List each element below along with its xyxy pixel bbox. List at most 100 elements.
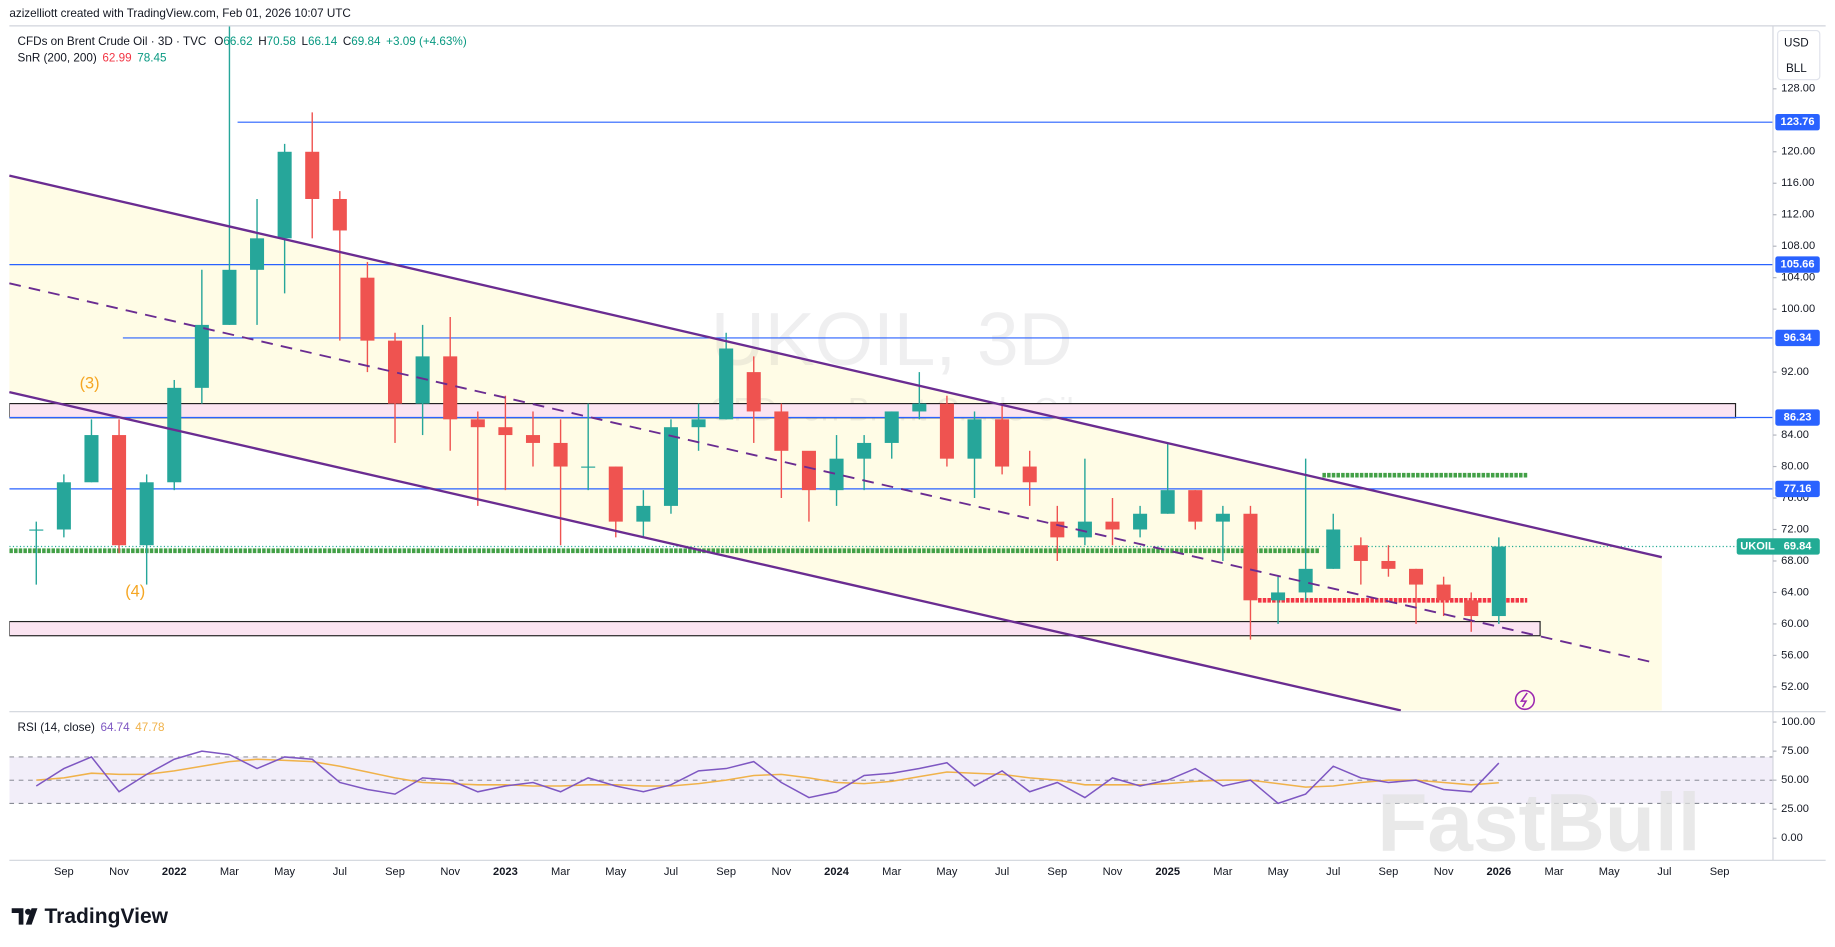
x-tick-label: May [274, 866, 295, 878]
y-tick-label: 108.00 [1781, 240, 1815, 252]
y-tick-label: 68.00 [1781, 555, 1809, 567]
candle-body [912, 403, 927, 412]
level-label: 86.23 [1784, 411, 1812, 423]
currency[interactable]: USD [1784, 37, 1809, 50]
ohlc-label: O [214, 35, 223, 48]
y-tick-label: 128.00 [1781, 83, 1815, 95]
candle-body [1298, 568, 1313, 593]
symbol: CFDs on Brent Crude Oil · 3D · TVC [18, 35, 207, 48]
x-tick-label: Sep [54, 866, 74, 878]
y-tick-label: 84.00 [1781, 429, 1809, 441]
rsi-name: RSI (14, close) [18, 721, 95, 734]
candle-body [84, 435, 99, 483]
y-tick-label: 120.00 [1781, 146, 1815, 158]
candle-body [581, 466, 596, 468]
x-tick-label: Nov [1103, 866, 1123, 878]
candle-body [525, 435, 541, 443]
x-tick-label: Mar [1213, 866, 1232, 878]
candle-body [829, 458, 844, 491]
ohlc-value: 66.14 [308, 35, 338, 48]
candle-body [1326, 529, 1341, 569]
channel-middle [9, 282, 1654, 664]
candle-body [332, 198, 347, 231]
event-icon-bolt [1519, 692, 1528, 708]
level-label: 105.66 [1781, 259, 1815, 271]
candle-body [1105, 521, 1120, 530]
x-tick-label: Jul [1657, 866, 1671, 878]
x-tick-label: Sep [716, 866, 736, 878]
y-tick-label: 60.00 [1781, 618, 1809, 630]
candle-body [139, 482, 154, 546]
ohlc-label: L [301, 35, 308, 48]
last-badge [1736, 538, 1820, 555]
event-icon[interactable] [1514, 689, 1535, 711]
candle-body [360, 277, 375, 341]
change: +3.09 (+4.63%) [386, 35, 467, 48]
legend-symbol: CFDs on Brent Crude Oil · 3D · TVC O66.6… [18, 35, 467, 48]
candle-body [443, 356, 458, 420]
candle-body [774, 411, 789, 451]
level-badge [1775, 480, 1820, 498]
y-tick-label: 112.00 [1781, 209, 1814, 221]
x-tick-label: Jul [664, 866, 678, 878]
level-label: 77.16 [1784, 483, 1812, 495]
candle-body [746, 372, 761, 412]
candle-body [719, 348, 734, 420]
y-tick-label: 0.00 [1781, 832, 1803, 844]
rsi-pane [9, 750, 1773, 805]
symbol-watermark: UKOIL, 3D [711, 297, 1073, 381]
y-tick-label: 80.00 [1781, 460, 1809, 472]
level-badge [1775, 329, 1820, 347]
unit[interactable]: BLL [1786, 62, 1807, 75]
x-tick-label: May [1599, 866, 1620, 878]
candle-body [1409, 568, 1424, 585]
candle-body [801, 450, 816, 491]
candle-body [56, 482, 71, 530]
currency-box[interactable] [1777, 29, 1821, 81]
y-tick-label: 56.00 [1781, 649, 1809, 661]
candle-body [691, 419, 706, 428]
candle-body [470, 419, 485, 428]
level-badge [1775, 256, 1820, 273]
candle-body [1271, 592, 1286, 601]
candle-body [250, 238, 265, 270]
rsi-line [35, 750, 1500, 805]
candle-body [1436, 584, 1451, 601]
rsi-legend: RSI (14, close) 64.74 47.78 [18, 721, 165, 734]
candle-body [387, 340, 403, 404]
y-tick-label: 64.00 [1781, 586, 1809, 598]
candle-body [857, 442, 872, 459]
candle-body [1491, 546, 1506, 617]
last-label: UKOIL [1740, 540, 1775, 552]
indicator-name: SnR (200, 200) [18, 52, 97, 65]
candle-body [1381, 560, 1396, 569]
candle-body [415, 356, 430, 404]
last-value: 69.84 [1784, 540, 1813, 552]
y-tick-label: 75.00 [1781, 745, 1809, 757]
ohlc-label: H [258, 35, 266, 48]
candle-body [1215, 513, 1230, 522]
x-tick-label: Sep [385, 866, 405, 878]
candle-body [939, 403, 954, 459]
y-tick-label: 25.00 [1781, 803, 1809, 815]
x-tick-label: May [605, 866, 626, 878]
candle-body [967, 419, 982, 459]
x-tick-label: Mar [220, 866, 239, 878]
x-tick-label: 2022 [162, 866, 187, 878]
candle-body [1464, 600, 1479, 617]
x-tick-label: Sep [1047, 866, 1067, 878]
rsi-value: 64.74 [100, 721, 130, 734]
x-tick-label: May [1268, 866, 1289, 878]
wave-label: (3) [80, 374, 100, 392]
ohlc-value: 69.84 [351, 35, 381, 48]
y-tick-label: 72.00 [1781, 523, 1809, 535]
candle-body [553, 442, 568, 467]
logo-text: TradingView [44, 905, 168, 928]
y-tick-label: 100.00 [1781, 303, 1815, 315]
candle-body [194, 324, 209, 388]
x-tick-label: Mar [1544, 866, 1563, 878]
candle-body [277, 151, 292, 239]
channel-lower [9, 391, 1402, 712]
candle-body [1188, 490, 1203, 522]
